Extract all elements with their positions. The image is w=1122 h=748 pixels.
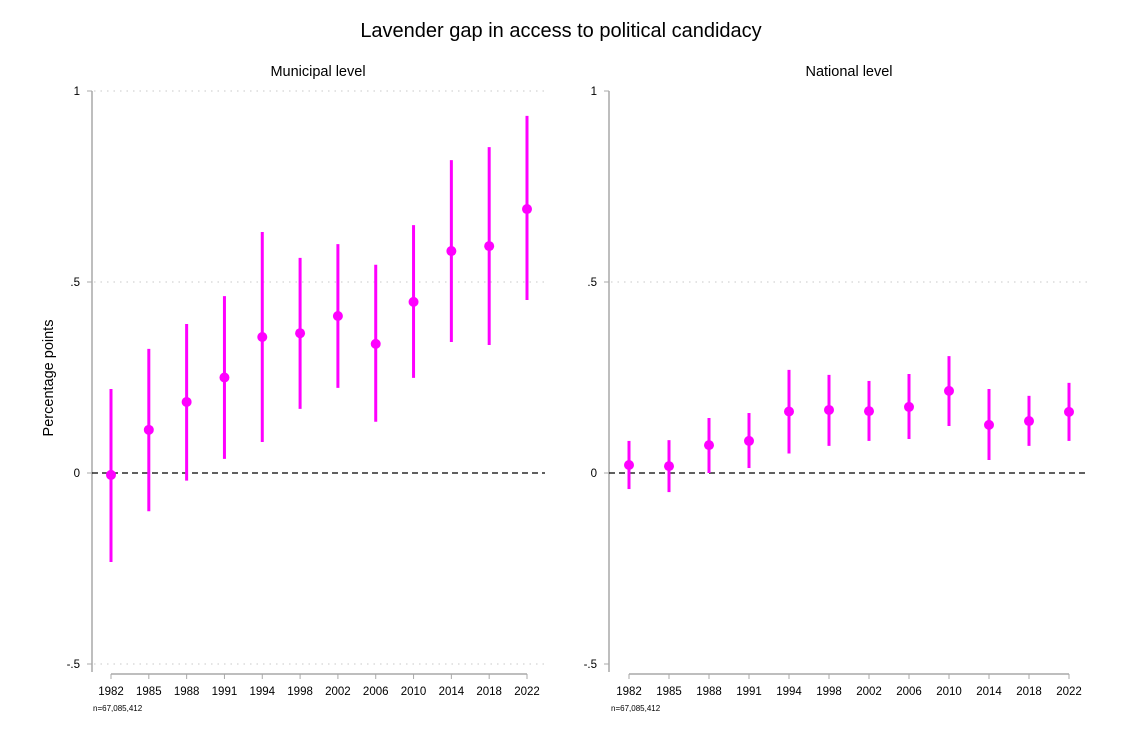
y-tick-label: .5 — [70, 277, 80, 289]
x-tick-label: 1982 — [616, 686, 642, 698]
estimate-point — [944, 385, 954, 396]
estimate-point — [219, 372, 230, 383]
estimate-point — [143, 424, 154, 435]
estimate-point — [370, 338, 381, 349]
y-axis-label: Percentage points — [41, 320, 57, 437]
estimate-point — [295, 328, 306, 339]
x-tick-label: 2010 — [401, 686, 427, 698]
estimate-point — [484, 241, 495, 252]
estimate-point — [408, 296, 419, 307]
estimate-point — [864, 406, 874, 417]
estimate-point — [1024, 416, 1034, 427]
y-tick-label: -.5 — [67, 659, 80, 671]
y-tick-label: .5 — [587, 277, 597, 289]
y-tick-label: 1 — [74, 86, 80, 98]
estimate-point — [522, 204, 532, 215]
estimate-point — [257, 332, 268, 343]
x-tick-label: 2006 — [896, 686, 922, 698]
x-tick-label: 2002 — [856, 686, 882, 698]
sample-size-note: n=67,085,412 — [93, 704, 143, 713]
estimate-point — [904, 401, 914, 412]
estimate-point — [744, 435, 754, 446]
estimate-point — [824, 404, 834, 415]
x-tick-label: 1985 — [136, 686, 162, 698]
y-tick-label: 0 — [74, 468, 80, 480]
x-tick-label: 2010 — [936, 686, 962, 698]
x-tick-label: 2022 — [514, 686, 540, 698]
x-tick-label: 1998 — [287, 686, 313, 698]
x-tick-label: 2014 — [439, 686, 465, 698]
x-tick-label: 1985 — [656, 686, 682, 698]
estimate-point — [704, 440, 714, 451]
x-tick-label: 2018 — [476, 686, 502, 698]
y-tick-label: -.5 — [584, 659, 597, 671]
sample-size-note: n=67,085,412 — [611, 704, 661, 713]
estimate-point — [332, 310, 343, 321]
estimate-point — [664, 461, 674, 472]
x-tick-label: 1991 — [736, 686, 762, 698]
panel-national: National level -.5 0 .5 1 1982 1985 1988 1991 199… — [584, 64, 1089, 713]
estimate-point — [106, 469, 116, 480]
y-tick-label: 1 — [591, 86, 597, 98]
x-tick-label: 1998 — [816, 686, 842, 698]
x-tick-label: 1994 — [776, 686, 802, 698]
x-tick-label: 1991 — [212, 686, 238, 698]
x-tick-label: 1982 — [98, 686, 124, 698]
estimate-point — [784, 406, 794, 417]
estimate-point — [984, 419, 994, 430]
x-tick-label: 1988 — [174, 686, 200, 698]
estimate-point — [446, 246, 457, 257]
panel-subtitle: National level — [805, 64, 892, 80]
estimate-point — [1064, 406, 1074, 417]
estimate-point — [624, 459, 634, 470]
x-tick-label: 2006 — [363, 686, 389, 698]
panel-subtitle: Municipal level — [270, 64, 365, 80]
chart-title: Lavender gap in access to political cand… — [360, 20, 761, 42]
estimate-point — [181, 396, 192, 407]
x-tick-label: 2018 — [1016, 686, 1042, 698]
x-tick-label: 1988 — [696, 686, 722, 698]
x-tick-label: 2014 — [976, 686, 1002, 698]
y-tick-label: 0 — [591, 468, 597, 480]
x-tick-label: 2022 — [1056, 686, 1082, 698]
x-tick-label: 1994 — [249, 686, 275, 698]
panel-municipal: Municipal level -.5 0 .5 1 1982 1985 1988 1991 19… — [67, 64, 545, 713]
x-tick-label: 2002 — [325, 686, 351, 698]
